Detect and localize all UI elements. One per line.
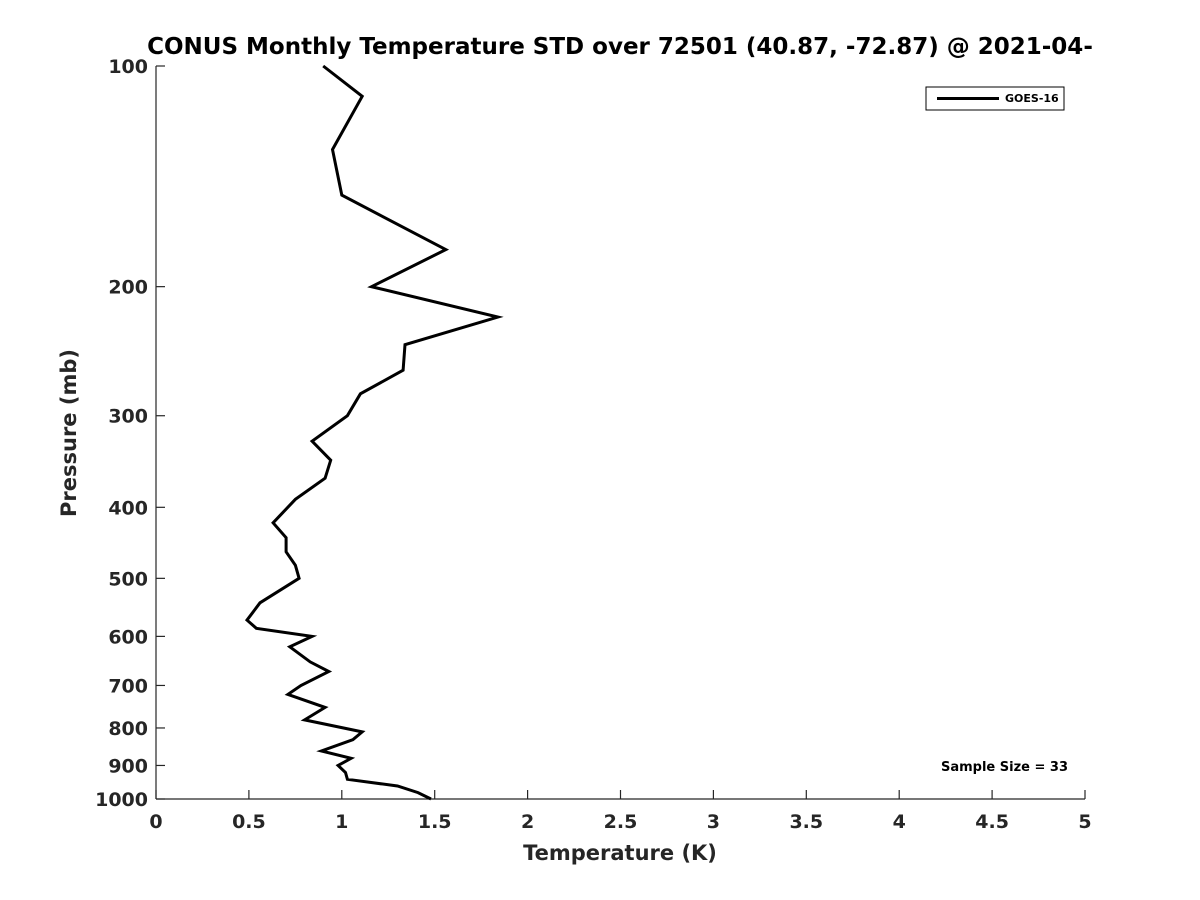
y-tick-label: 900 xyxy=(108,755,148,777)
x-axis-ticks: 0 0.5 1 1.5 2 2.5 3 3.5 4 4.5 5 xyxy=(149,790,1092,833)
y-tick-label: 500 xyxy=(108,568,148,590)
x-tick-label: 4 xyxy=(893,811,906,833)
y-tick-label: 100 xyxy=(108,56,148,78)
series-line-goes-16 xyxy=(244,64,504,801)
y-tick-label: 300 xyxy=(108,406,148,428)
x-tick-label: 2 xyxy=(521,811,534,833)
y-tick-label: 400 xyxy=(108,497,148,519)
y-tick-label: 200 xyxy=(108,277,148,299)
x-tick-label: 2.5 xyxy=(604,811,638,833)
x-tick-label: 4.5 xyxy=(975,811,1009,833)
x-tick-label: 5 xyxy=(1078,811,1091,833)
y-tick-label: 800 xyxy=(108,718,148,740)
sample-size-annotation: Sample Size = 33 xyxy=(941,760,1068,775)
series-layer xyxy=(244,64,504,801)
legend: GOES-16 xyxy=(925,86,1065,111)
y-tick-label: 600 xyxy=(108,626,148,648)
y-tick-label: 700 xyxy=(108,675,148,697)
legend-label-goes-16: GOES-16 xyxy=(1005,92,1059,105)
x-tick-label: 3 xyxy=(707,811,720,833)
y-axis-label: Pressure (mb) xyxy=(57,349,81,517)
x-tick-label: 0.5 xyxy=(232,811,266,833)
x-axis-label: Temperature (K) xyxy=(523,841,717,865)
x-tick-label: 1.5 xyxy=(418,811,452,833)
x-tick-label: 3.5 xyxy=(789,811,823,833)
y-axis-ticks: 100 200 300 400 500 600 700 800 900 1000 xyxy=(95,56,165,811)
y-tick-label: 1000 xyxy=(95,789,148,811)
x-tick-label: 1 xyxy=(335,811,348,833)
x-tick-label: 0 xyxy=(149,811,162,833)
chart-title: CONUS Monthly Temperature STD over 72501… xyxy=(147,34,1093,60)
